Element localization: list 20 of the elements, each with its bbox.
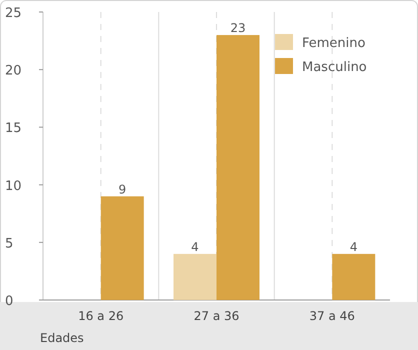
y-tick-label: 5 [5, 236, 14, 252]
bar [332, 254, 376, 300]
x-tick-label: 37 a 46 [309, 309, 355, 323]
data-label: 4 [191, 240, 199, 254]
data-label: 23 [230, 21, 246, 36]
x-tick-label: 16 a 26 [78, 309, 124, 323]
y-tick-label: 0 [5, 294, 14, 309]
bar [100, 196, 144, 300]
data-label: 9 [118, 182, 126, 196]
legend-label: Femenino [302, 36, 366, 51]
y-tick-label: 10 [5, 178, 22, 194]
legend-label: Masculino [302, 60, 367, 75]
bar [216, 35, 260, 300]
y-tick-label: 25 [5, 6, 22, 21]
x-tick-label: 27 a 36 [194, 309, 240, 323]
bar [174, 254, 216, 300]
x-axis-title: Edades [40, 331, 84, 345]
data-label: 4 [350, 240, 358, 254]
y-tick-label: 15 [5, 121, 22, 136]
y-tick-label: 20 [5, 64, 22, 79]
